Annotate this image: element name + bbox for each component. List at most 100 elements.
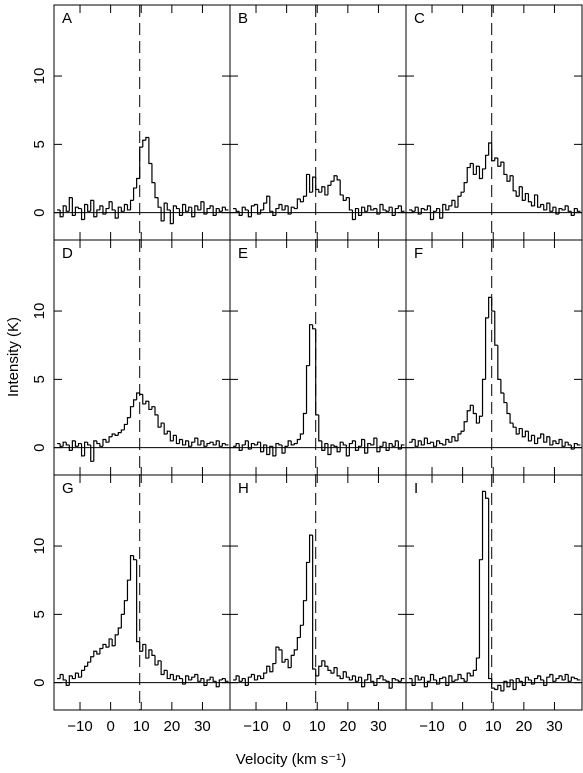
spectrum-step bbox=[537, 194, 541, 208]
spectrum-step bbox=[397, 679, 402, 682]
spectrum-step bbox=[354, 675, 359, 682]
spectrum-step bbox=[80, 443, 85, 457]
spectrum-step bbox=[123, 423, 128, 430]
spectrum-step bbox=[357, 676, 362, 682]
panel-label: A bbox=[62, 10, 72, 27]
spectrum-step bbox=[224, 443, 229, 446]
spectrum-step bbox=[87, 442, 91, 446]
spectrum-step bbox=[448, 675, 452, 686]
spectrum-step bbox=[132, 399, 137, 407]
spectrum-step bbox=[558, 438, 563, 444]
spectrum-step bbox=[102, 205, 107, 215]
spectrum-step bbox=[454, 200, 459, 208]
spectrum-step bbox=[142, 394, 146, 405]
spectrum-step bbox=[348, 677, 353, 681]
spectrum-step bbox=[500, 685, 504, 692]
spectrum-step bbox=[339, 675, 344, 680]
spectrum-step bbox=[250, 205, 255, 217]
spectrum-step bbox=[367, 442, 371, 454]
spectrum-step bbox=[552, 674, 556, 682]
spectrum-step bbox=[312, 535, 316, 670]
spectrum-step bbox=[537, 675, 541, 679]
spectrum-step bbox=[139, 393, 143, 395]
spectrum-step bbox=[494, 311, 498, 346]
spectrum-step bbox=[518, 678, 523, 682]
spectrum-step bbox=[537, 437, 541, 444]
spectrum-step bbox=[235, 208, 240, 212]
spectrum-step bbox=[235, 442, 240, 447]
spectrum-step bbox=[218, 679, 223, 687]
spectrum-step bbox=[224, 678, 229, 682]
spectrum-step bbox=[175, 205, 180, 210]
spectrum-step bbox=[567, 205, 572, 212]
spectrum-step bbox=[269, 445, 273, 455]
spectrum-step bbox=[543, 434, 547, 443]
spectrum-step bbox=[139, 641, 143, 652]
spectrum-step bbox=[530, 201, 535, 207]
spectrum-step bbox=[129, 199, 134, 210]
spectrum-step bbox=[509, 175, 514, 182]
spectrum-step bbox=[370, 205, 374, 211]
spectrum-step bbox=[188, 206, 192, 212]
spectrum-step bbox=[260, 209, 264, 215]
x-tick-label: 10 bbox=[309, 718, 326, 735]
y-tick-label: 10 bbox=[31, 303, 48, 320]
spectrum-step bbox=[445, 204, 449, 211]
spectrum-step bbox=[188, 440, 192, 447]
spectrum-step bbox=[576, 443, 581, 446]
spectrum-step bbox=[361, 677, 365, 688]
spectrum-step bbox=[247, 209, 252, 218]
spectrum-step bbox=[417, 440, 422, 447]
spectrum-step bbox=[266, 195, 270, 204]
spectrum-step bbox=[169, 209, 174, 225]
spectrum-step bbox=[429, 205, 434, 221]
spectrum-step bbox=[215, 681, 220, 688]
spectrum-step bbox=[99, 647, 103, 654]
spectrum-step bbox=[388, 681, 393, 689]
spectrum-step bbox=[417, 207, 422, 215]
spectrum-step bbox=[120, 613, 125, 629]
panel-label: D bbox=[62, 245, 73, 262]
spectrum-step bbox=[111, 201, 116, 211]
spectrum-step bbox=[172, 434, 177, 441]
spectrum-step bbox=[546, 436, 550, 443]
spectrum-step bbox=[348, 442, 353, 456]
spectrum-step bbox=[512, 679, 517, 691]
spectrum-step bbox=[439, 440, 443, 445]
y-axis-label: Intensity (K) bbox=[5, 317, 22, 397]
spectrum-step bbox=[391, 443, 396, 447]
spectrum-step bbox=[191, 441, 195, 447]
spectrum-step bbox=[136, 392, 140, 400]
spectrum-step bbox=[318, 414, 322, 442]
spectrum-step bbox=[472, 163, 477, 176]
spectrum-step bbox=[293, 649, 298, 656]
spectrum-step bbox=[533, 435, 538, 445]
spectrum-step bbox=[567, 674, 572, 682]
spectrum-step bbox=[573, 677, 578, 680]
spectrum-step bbox=[400, 205, 405, 212]
spectrum-step bbox=[509, 679, 514, 687]
spectrum-step bbox=[221, 206, 226, 212]
spectrum-step bbox=[423, 208, 428, 211]
spectrum-step bbox=[463, 678, 468, 682]
spectrum-step bbox=[290, 440, 295, 446]
spectrum-step bbox=[93, 650, 97, 657]
spectrum-step bbox=[345, 197, 350, 201]
spectrum-step bbox=[157, 660, 162, 665]
x-tick-label: −10 bbox=[243, 718, 268, 735]
spectrum-step bbox=[515, 427, 520, 435]
spectrum-step bbox=[388, 206, 393, 212]
spectrum-step bbox=[87, 204, 91, 212]
spectrum-step bbox=[555, 207, 560, 215]
spectrum-step bbox=[420, 440, 425, 446]
spectrum-step bbox=[281, 204, 286, 211]
spectrum-step bbox=[475, 413, 480, 424]
spectrum-step bbox=[321, 660, 325, 667]
spectrum-step bbox=[191, 676, 195, 680]
spectrum-step bbox=[518, 186, 523, 197]
spectrum-step bbox=[530, 679, 535, 685]
spectrum-step bbox=[570, 211, 575, 217]
spectrum-step bbox=[241, 444, 246, 451]
x-tick-label: 10 bbox=[133, 718, 150, 735]
spectrum-step bbox=[145, 136, 149, 141]
